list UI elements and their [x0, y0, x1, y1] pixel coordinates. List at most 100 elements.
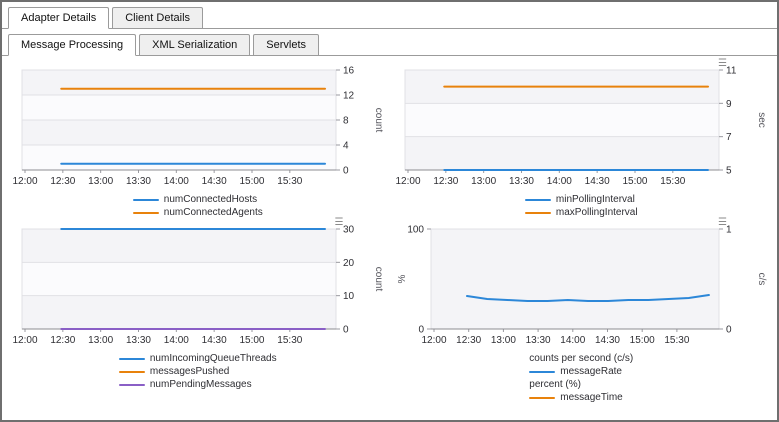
chart-legend: numIncomingQueueThreads messagesPushed num… — [118, 352, 277, 391]
series-messageRate — [466, 294, 711, 302]
tab-label: Client Details — [125, 12, 191, 24]
svg-text:15:00: 15:00 — [630, 335, 655, 346]
svg-text:15:30: 15:30 — [665, 335, 690, 346]
svg-text:11: 11 — [726, 66, 737, 77]
y-axis-label-right: count — [373, 108, 384, 133]
svg-text:20: 20 — [343, 258, 355, 269]
svg-text:15:00: 15:00 — [239, 176, 264, 187]
svg-text:14:30: 14:30 — [595, 335, 620, 346]
tab-label: XML Serialization — [152, 39, 238, 51]
y-axis-label-right: c/s — [756, 273, 767, 286]
legend-swatch — [132, 198, 159, 201]
chart-menu-icon[interactable]: ☰ — [334, 217, 344, 228]
legend-item: maxPollingInterval — [524, 206, 638, 219]
svg-text:12:30: 12:30 — [434, 176, 459, 187]
svg-text:13:00: 13:00 — [491, 335, 516, 346]
legend-swatch — [524, 211, 551, 214]
chart-canvas: 0 4 8 12 16 12:00 12:30 13:00 13:30 14:00 14:30 15:… — [12, 66, 384, 188]
svg-text:13:00: 13:00 — [471, 176, 496, 187]
svg-text:12:00: 12:00 — [396, 176, 421, 187]
legend-label: messageRate — [560, 366, 622, 377]
svg-text:0: 0 — [419, 325, 425, 336]
chart-legend: minPollingInterval maxPollingInterval — [524, 193, 638, 219]
tab-adapter-details[interactable]: Adapter Details — [8, 7, 110, 29]
legend-caption: counts per second (c/s) — [529, 352, 633, 365]
tab-message-processing[interactable]: Message Processing — [8, 34, 137, 56]
chart-queue-messages: 0 10 20 30 12:00 12:30 13:00 13:30 14:00 14:30 15:… — [6, 217, 390, 404]
svg-text:15:30: 15:30 — [661, 176, 686, 187]
y-axis-label-left: % — [397, 274, 408, 283]
tab-label: Adapter Details — [21, 12, 97, 24]
svg-text:14:30: 14:30 — [201, 176, 226, 187]
legend-swatch — [529, 396, 556, 399]
svg-text:15:00: 15:00 — [239, 335, 264, 346]
legend-label: percent (%) — [529, 379, 581, 390]
svg-text:8: 8 — [343, 116, 349, 127]
svg-text:14:00: 14:00 — [561, 335, 586, 346]
legend-item: numConnectedHosts — [132, 193, 263, 206]
legend-swatch — [524, 198, 551, 201]
svg-text:13:30: 13:30 — [126, 335, 151, 346]
chart-legend: numConnectedHosts numConnectedAgents — [132, 193, 263, 219]
legend-item: numPendingMessages — [118, 378, 277, 391]
legend-label: numConnectedAgents — [163, 207, 263, 218]
chart-canvas: 0 10 20 30 12:00 12:30 13:00 13:30 14:00 14:30 15:… — [12, 225, 384, 347]
chart-message-rate: 0 1 0 100 12:00 12:30 13:00 13:30 14:00 14:30 15:0… — [390, 217, 774, 404]
legend-label: maxPollingInterval — [555, 207, 638, 218]
tab-xml-serialization[interactable]: XML Serialization — [139, 34, 251, 56]
svg-text:14:00: 14:00 — [547, 176, 572, 187]
chart-canvas: 0 1 0 100 12:00 12:30 13:00 13:30 14:00 14:30 15:0… — [397, 225, 767, 347]
chart-menu-icon[interactable]: ☰ — [718, 58, 727, 69]
svg-text:12:30: 12:30 — [456, 335, 481, 346]
svg-text:12:30: 12:30 — [50, 335, 75, 346]
tab-client-details[interactable]: Client Details — [112, 7, 204, 29]
sub-tab-bar: Message Processing XML Serialization Ser… — [2, 29, 777, 56]
svg-text:12:00: 12:00 — [12, 335, 37, 346]
top-tab-bar: Adapter Details Client Details — [2, 2, 777, 29]
legend-item: numConnectedAgents — [132, 206, 263, 219]
svg-text:16: 16 — [343, 66, 355, 77]
legend-item: minPollingInterval — [524, 193, 638, 206]
tab-label: Servlets — [266, 39, 307, 51]
tab-label: Message Processing — [21, 39, 124, 51]
svg-text:12: 12 — [343, 91, 355, 102]
charts-grid: 0 4 8 12 16 12:00 12:30 13:00 13:30 14:00 14:30 15:… — [2, 56, 777, 404]
chart-legend: counts per second (c/s) messageRate percen… — [529, 352, 633, 404]
svg-text:14:00: 14:00 — [164, 176, 189, 187]
legend-caption: percent (%) — [529, 378, 633, 391]
svg-text:1: 1 — [726, 225, 732, 236]
legend-item: messageRate — [529, 365, 633, 378]
tab-servlets[interactable]: Servlets — [253, 34, 320, 56]
svg-text:13:00: 13:00 — [88, 335, 113, 346]
svg-text:0: 0 — [343, 325, 349, 336]
svg-text:12:30: 12:30 — [50, 176, 75, 187]
legend-item: numIncomingQueueThreads — [118, 352, 277, 365]
svg-text:12:00: 12:00 — [422, 335, 447, 346]
svg-text:13:30: 13:30 — [126, 176, 151, 187]
svg-text:15:30: 15:30 — [277, 176, 302, 187]
legend-label: numPendingMessages — [149, 379, 252, 390]
legend-swatch — [118, 383, 145, 386]
svg-text:14:30: 14:30 — [201, 335, 226, 346]
legend-item: messageTime — [529, 391, 633, 404]
legend-item: messagesPushed — [118, 365, 277, 378]
svg-text:7: 7 — [726, 132, 732, 143]
chart-polling-interval: 5 7 9 11 12:00 12:30 13:00 13:30 14:00 14:30 15:00… — [390, 58, 774, 219]
svg-text:0: 0 — [726, 325, 732, 336]
legend-label: minPollingInterval — [555, 194, 635, 205]
chart-menu-icon[interactable]: ☰ — [718, 217, 727, 228]
y-axis-label-right: count — [373, 267, 384, 292]
legend-label: messagesPushed — [149, 366, 230, 377]
svg-text:14:00: 14:00 — [164, 335, 189, 346]
legend-label: numIncomingQueueThreads — [149, 353, 277, 364]
svg-text:100: 100 — [408, 225, 425, 236]
chart-canvas: 5 7 9 11 12:00 12:30 13:00 13:30 14:00 14:30 15:00… — [396, 66, 768, 188]
legend-swatch — [118, 370, 145, 373]
svg-text:13:30: 13:30 — [509, 176, 534, 187]
svg-text:14:30: 14:30 — [585, 176, 610, 187]
svg-text:10: 10 — [343, 291, 355, 302]
legend-label: messageTime — [560, 392, 623, 403]
legend-label: counts per second (c/s) — [529, 353, 634, 364]
svg-text:12:00: 12:00 — [12, 176, 37, 187]
